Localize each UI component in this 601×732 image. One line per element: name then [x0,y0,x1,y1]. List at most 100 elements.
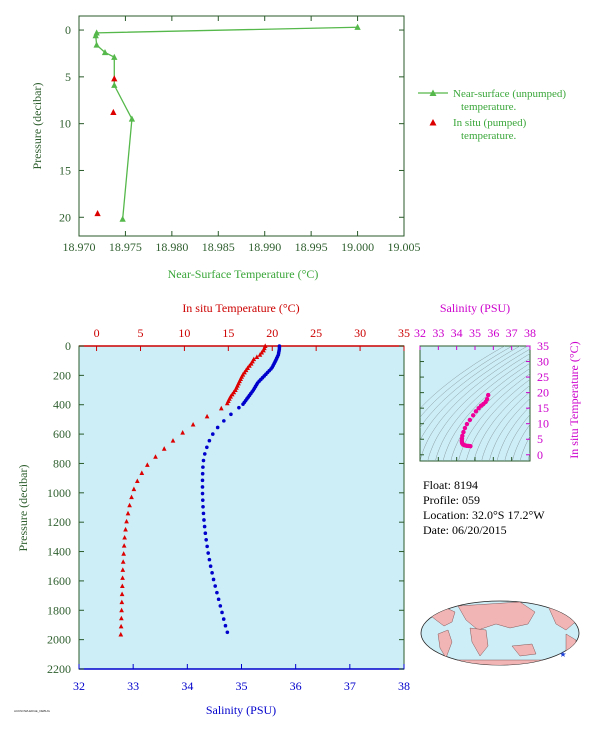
temperature-point [254,354,260,359]
data-point [111,53,118,60]
data-point [119,215,126,222]
y-tick-label: 0 [537,448,543,462]
x-tick-label: 18.990 [248,240,281,254]
float-location: Location: 32.0°S 17.2°W [423,508,545,522]
density-contour [427,353,530,461]
y-tick-label: 30 [537,355,549,369]
y-tick-label: 15 [537,401,549,415]
temperature-point [120,575,125,580]
y-tick-label: 5 [537,432,543,446]
salinity-point [200,491,205,496]
salinity-point [207,557,212,562]
x-tick-label: 38 [524,326,536,340]
ts-point [470,413,476,418]
temperature-point [118,631,124,637]
y-tick-label: 25 [537,370,549,384]
temperature-point [139,470,145,475]
density-contour [465,379,530,461]
density-contour [496,405,530,461]
bottom-tick-label: 38 [398,679,410,693]
top-tick-label: 25 [310,326,322,340]
salinity-point [210,432,215,436]
salinity-point [200,485,205,489]
profile-date: Date: 06/20/2015 [423,523,507,537]
temperature-point [190,421,196,427]
y-tick-label: 10 [59,117,71,131]
salinity-point [220,610,224,615]
x-tick-label: 18.995 [295,240,328,254]
y-tick-label: 35 [537,339,549,353]
salinity-point [201,458,206,463]
data-point [101,49,109,56]
salinity-point [204,538,208,542]
salinity-point [213,584,218,588]
y-tick-label: 5 [65,70,71,84]
near-surface-plot-frame [78,15,405,237]
temperature-point [120,567,126,572]
density-contour [420,346,528,441]
salinity-point [222,419,226,423]
near-surface-chart: 18.970 18.975 18.980 18.985 18.990 18.995 19.0… [30,15,566,281]
y-tick-label: 1400 [47,545,71,559]
bottom-tick-label: 34 [181,679,193,693]
y-tick-label: 1800 [47,603,71,617]
x-tick-label: 18.985 [202,240,235,254]
near-surface-series [92,23,361,222]
x-tick-label: 19.000 [341,240,374,254]
float-id: Float: 8194 [423,478,479,492]
density-contour [504,414,530,461]
salinity-point [201,465,205,469]
ts-density-contours [420,346,530,461]
world-map: ★ [420,600,580,666]
x-tick-label: 36 [487,326,499,340]
ts-y-axis-label: In situ Temperature (°C) [567,341,581,458]
y-tick-label: 2200 [47,662,71,676]
ts-point [473,409,479,414]
temperature-point [118,623,124,629]
float-location-marker: ★ [559,650,566,659]
top-tick-label: 30 [354,326,366,340]
y-tick-label: 600 [53,427,71,441]
data-point [111,81,118,88]
density-contour [519,435,530,461]
y-tick-label: 1600 [47,574,71,588]
salinity-point [241,402,245,406]
ts-point [486,392,491,398]
density-contour [473,385,530,461]
y-tick-label: 20 [537,386,549,400]
temperature-point [119,583,125,588]
profile-series [118,343,282,637]
near-surface-x-axis-label: Near-Surface Temperature (°C) [168,267,319,281]
y-tick-label: 0 [65,339,71,353]
float-info: Float: 8194 Profile: 059 Location: 32.0°… [423,478,545,538]
density-contour [442,362,530,461]
temperature-point [131,486,137,492]
salinity-point [225,630,230,635]
density-contour [420,346,521,428]
salinity-point [200,478,205,483]
top-tick-label: 5 [137,326,143,340]
density-contour [489,398,530,461]
x-tick-label: 34 [451,326,463,340]
salinity-point [223,623,228,628]
profile-top-axis-label: In situ Temperature (°C) [182,301,299,315]
top-tick-label: 10 [178,326,190,340]
x-tick-label: 33 [432,326,444,340]
top-tick-label: 0 [94,326,100,340]
salinity-point [218,604,223,608]
salinity-point [202,518,206,522]
temperature-point [224,400,230,406]
bottom-tick-label: 37 [344,679,356,693]
density-contour [458,373,530,461]
near-surface-axes: 18.970 18.975 18.980 18.985 18.990 18.995 19.0… [59,16,421,254]
temperature-point [161,446,167,451]
ts-point [468,443,473,449]
salinity-point [229,412,233,417]
data-point [93,41,100,48]
y-tick-label: 200 [53,368,71,382]
temperature-point [144,462,150,467]
salinity-point [215,425,220,430]
ts-point [464,421,470,427]
bottom-tick-label: 35 [236,679,248,693]
